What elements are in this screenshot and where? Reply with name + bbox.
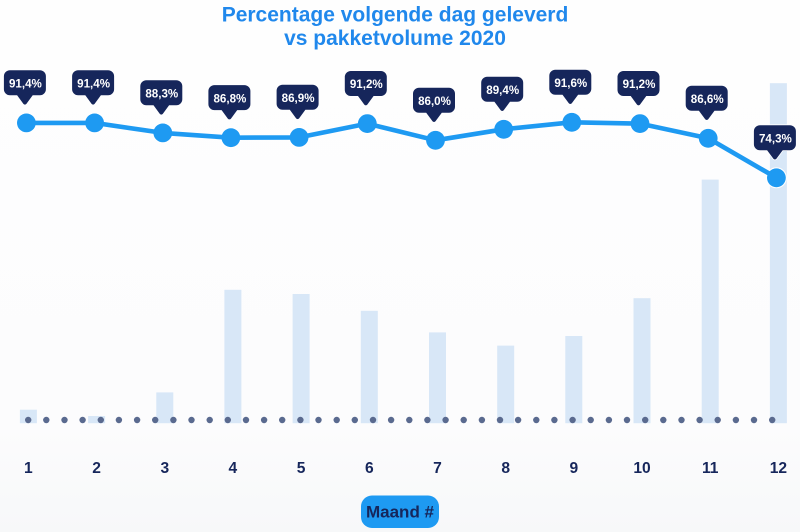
svg-text:86,6%: 86,6% [691, 93, 724, 106]
svg-text:91,4%: 91,4% [9, 78, 42, 91]
svg-text:6: 6 [365, 460, 374, 477]
svg-text:11: 11 [702, 460, 719, 477]
svg-text:vs pakketvolume 2020: vs pakketvolume 2020 [284, 27, 506, 50]
svg-text:1: 1 [24, 460, 33, 477]
svg-text:5: 5 [297, 460, 306, 477]
svg-text:86,0%: 86,0% [418, 95, 451, 108]
svg-text:10: 10 [633, 460, 651, 477]
svg-text:4: 4 [229, 460, 238, 477]
svg-text:91,2%: 91,2% [350, 78, 383, 91]
svg-text:3: 3 [160, 460, 169, 477]
svg-text:74,3%: 74,3% [759, 132, 792, 145]
svg-text:86,9%: 86,9% [282, 92, 315, 105]
svg-text:Percentage volgende dag geleve: Percentage volgende dag geleverd [222, 4, 569, 27]
svg-text:91,4%: 91,4% [77, 78, 110, 91]
svg-text:Maand #: Maand # [366, 503, 435, 522]
svg-text:9: 9 [569, 460, 578, 477]
svg-text:2: 2 [92, 460, 101, 477]
svg-text:89,4%: 89,4% [486, 84, 519, 97]
svg-text:12: 12 [770, 460, 788, 477]
svg-text:91,6%: 91,6% [554, 77, 587, 90]
svg-text:7: 7 [433, 460, 442, 477]
svg-text:91,2%: 91,2% [623, 78, 656, 91]
svg-text:88,3%: 88,3% [145, 88, 178, 101]
svg-text:8: 8 [501, 460, 510, 477]
svg-text:86,8%: 86,8% [213, 92, 246, 105]
